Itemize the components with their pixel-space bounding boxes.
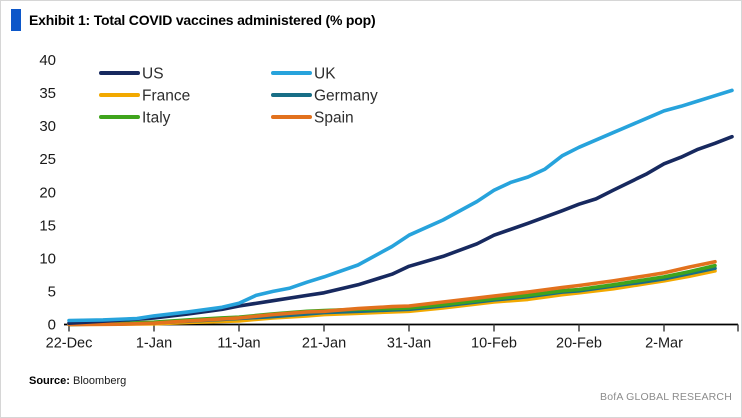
series-line-spain: [67, 259, 717, 327]
y-tick-label: 40: [39, 52, 56, 69]
x-tick-label: 10-Feb: [471, 336, 517, 352]
legend-label-italy: Italy: [142, 110, 171, 127]
y-tick-label: 5: [48, 283, 56, 300]
series-line-us: [67, 134, 734, 326]
legend-label-germany: Germany: [314, 88, 378, 105]
y-tick-label: 0: [48, 317, 56, 334]
x-tick-label: 11-Jan: [217, 336, 260, 352]
y-tick-label: 15: [39, 217, 56, 234]
brand-footer: BofA GLOBAL RESEARCH: [600, 391, 732, 403]
x-tick-label: 21-Jan: [302, 336, 346, 352]
x-tick-label: 2-Mar: [645, 336, 683, 352]
y-tick-label: 20: [39, 184, 56, 201]
legend-label-us: US: [142, 66, 164, 83]
legend-label-spain: Spain: [314, 110, 354, 127]
source-note: Source: Bloomberg Bloomberg: [29, 375, 126, 387]
y-tick-label: 30: [39, 118, 56, 135]
legend-label-france: France: [142, 88, 190, 105]
chart-canvas: 22-Dec 1-Jan 11-Jan 21-Jan 31-Jan 10-Feb 20-Fe…: [39, 52, 739, 352]
x-tick-label: 31-Jan: [387, 336, 431, 352]
exhibit-title: Exhibit 1: Total COVID vaccines administ…: [29, 12, 376, 28]
series-line-uk: [67, 88, 734, 323]
y-tick-label: 10: [39, 250, 56, 267]
exhibit-header: Exhibit 1: Total COVID vaccines administ…: [11, 9, 376, 31]
line-chart: 22-Dec 1-Jan 11-Jan 21-Jan 31-Jan 10-Feb 20-Fe…: [1, 41, 741, 371]
source-value: Bloomberg: [73, 375, 127, 387]
y-tick-label: 25: [39, 151, 56, 168]
x-tick-label: 20-Feb: [556, 336, 602, 352]
x-tick-label: 1-Jan: [136, 336, 172, 352]
y-tick-label: 35: [39, 85, 56, 102]
source-label: Source:: [29, 375, 70, 387]
x-tick-label: 22-Dec: [46, 336, 93, 352]
legend-label-uk: UK: [314, 66, 336, 83]
exhibit-accent-bar-icon: [11, 9, 21, 31]
